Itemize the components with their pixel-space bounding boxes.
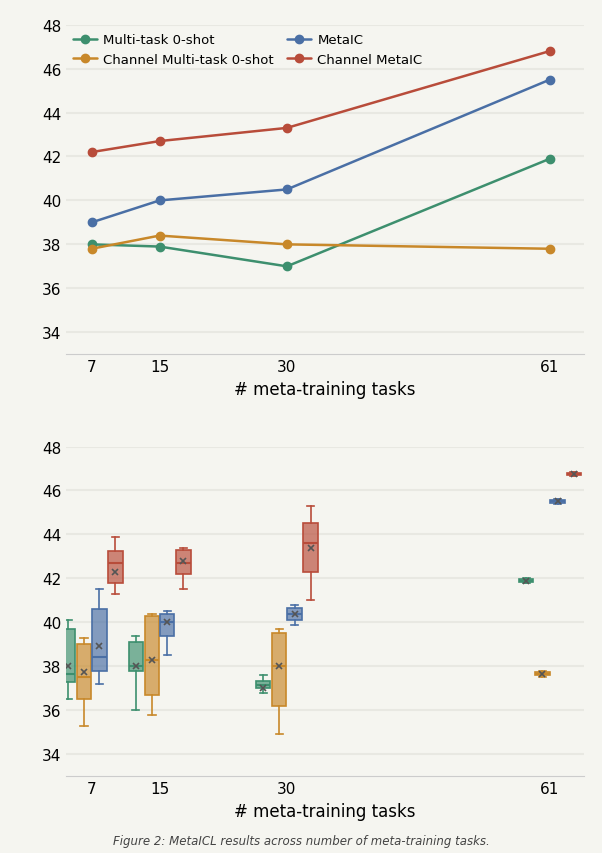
PathPatch shape (92, 609, 107, 670)
PathPatch shape (287, 608, 302, 620)
PathPatch shape (535, 672, 550, 676)
PathPatch shape (61, 630, 75, 682)
PathPatch shape (303, 524, 318, 572)
PathPatch shape (160, 614, 175, 635)
PathPatch shape (108, 551, 123, 583)
PathPatch shape (256, 681, 270, 688)
X-axis label: # meta-training tasks: # meta-training tasks (234, 380, 416, 398)
PathPatch shape (144, 616, 159, 695)
X-axis label: # meta-training tasks: # meta-training tasks (234, 802, 416, 820)
PathPatch shape (77, 645, 92, 699)
Legend: Multi-task 0-shot, Channel Multi-task 0-shot, MetaIC, Channel MetaIC: Multi-task 0-shot, Channel Multi-task 0-… (67, 29, 428, 72)
PathPatch shape (272, 634, 287, 706)
PathPatch shape (519, 580, 533, 582)
Text: Figure 2: MetaICL results across number of meta-training tasks.: Figure 2: MetaICL results across number … (113, 834, 489, 848)
PathPatch shape (129, 642, 143, 670)
PathPatch shape (550, 501, 565, 503)
PathPatch shape (566, 473, 581, 475)
PathPatch shape (176, 550, 191, 574)
